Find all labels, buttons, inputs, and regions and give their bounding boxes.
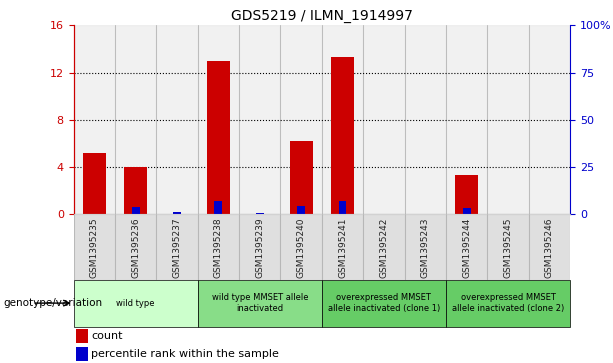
Bar [115,25,156,214]
Text: GSM1395244: GSM1395244 [462,217,471,278]
Bar [156,214,197,280]
Bar [297,206,305,214]
Bar [290,141,313,214]
Text: wild type MMSET allele
inactivated: wild type MMSET allele inactivated [211,293,308,313]
Bar [76,329,88,343]
Text: GSM1395245: GSM1395245 [503,217,512,278]
Bar [207,61,230,214]
Bar [197,280,322,327]
Bar [239,25,281,214]
Bar [322,214,363,280]
Bar [132,207,140,214]
Bar [405,25,446,214]
Bar [281,214,322,280]
Text: GSM1395241: GSM1395241 [338,217,347,278]
Bar [239,214,281,280]
Bar [115,214,156,280]
Text: wild type: wild type [116,299,155,307]
Title: GDS5219 / ILMN_1914997: GDS5219 / ILMN_1914997 [231,9,413,23]
Text: GSM1395240: GSM1395240 [297,217,306,278]
Bar [446,25,487,214]
Text: percentile rank within the sample: percentile rank within the sample [91,349,279,359]
Bar [74,280,197,327]
Bar [322,25,363,214]
Bar [83,153,105,214]
Text: GSM1395246: GSM1395246 [545,217,554,278]
Bar [487,25,528,214]
Text: GSM1395238: GSM1395238 [214,217,223,278]
Bar [487,214,528,280]
Bar [197,25,239,214]
Bar [124,167,147,214]
Bar [528,25,570,214]
Text: GSM1395242: GSM1395242 [379,217,389,278]
Text: count: count [91,331,123,341]
Bar [215,201,223,214]
Bar [74,25,115,214]
Bar [281,25,322,214]
Text: overexpressed MMSET
allele inactivated (clone 1): overexpressed MMSET allele inactivated (… [328,293,440,313]
Bar [338,201,346,214]
Bar [446,280,570,327]
Bar [156,25,197,214]
Bar [446,214,487,280]
Text: GSM1395236: GSM1395236 [131,217,140,278]
Text: overexpressed MMSET
allele inactivated (clone 2): overexpressed MMSET allele inactivated (… [452,293,564,313]
Bar [256,213,264,214]
Bar [528,214,570,280]
Text: GSM1395239: GSM1395239 [255,217,264,278]
Text: genotype/variation: genotype/variation [3,298,102,308]
Bar [363,25,405,214]
Bar [405,214,446,280]
Bar [331,57,354,214]
Bar [322,280,446,327]
Text: GSM1395235: GSM1395235 [89,217,99,278]
Bar [76,347,88,361]
Bar [74,214,115,280]
Text: GSM1395243: GSM1395243 [421,217,430,278]
Bar [197,214,239,280]
Text: GSM1395237: GSM1395237 [172,217,181,278]
Bar [363,214,405,280]
Bar [463,208,471,214]
Bar [173,212,181,214]
Bar [455,175,478,214]
